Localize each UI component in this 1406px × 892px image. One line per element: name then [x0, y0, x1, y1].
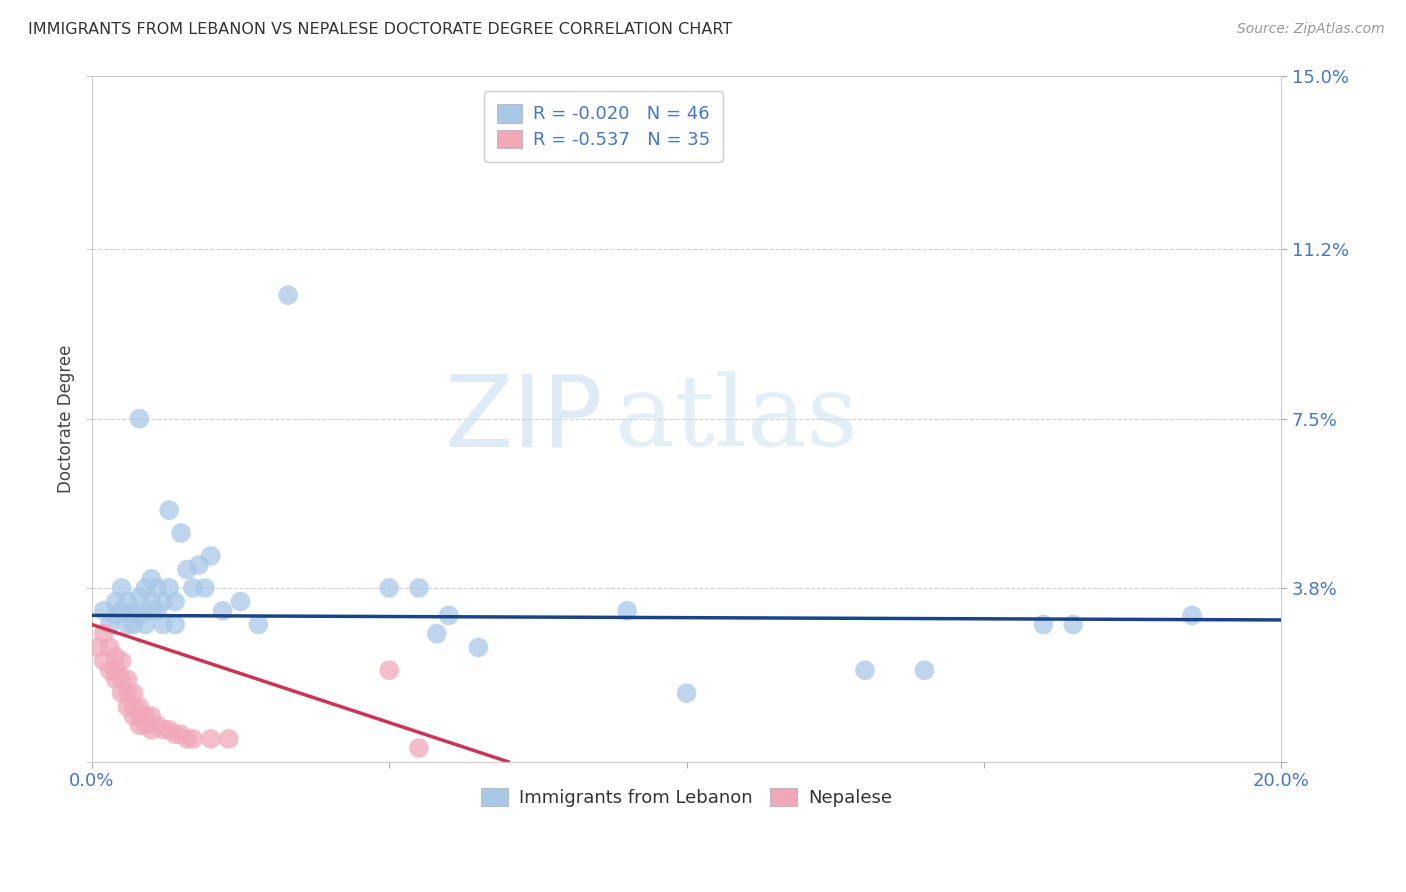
Point: [98, 617, 121, 632]
Point: [110, 686, 132, 700]
Point: [200, 731, 222, 746]
Point: [152, 594, 174, 608]
Point: [146, 604, 169, 618]
Point: [134, 617, 156, 632]
Point: [122, 604, 145, 618]
Point: [104, 663, 127, 677]
Point: [93, 654, 115, 668]
Point: [176, 731, 198, 746]
Point: [152, 723, 174, 737]
Point: [157, 723, 180, 737]
Text: IMMIGRANTS FROM LEBANON VS NEPALESE DOCTORATE DEGREE CORRELATION CHART: IMMIGRANTS FROM LEBANON VS NEPALESE DOCT…: [28, 22, 733, 37]
Point: [122, 686, 145, 700]
Point: [128, 709, 150, 723]
Point: [134, 581, 156, 595]
Point: [117, 699, 139, 714]
Point: [426, 626, 449, 640]
Point: [110, 581, 132, 595]
Point: [104, 594, 127, 608]
Point: [146, 581, 169, 595]
Point: [104, 649, 127, 664]
Point: [128, 590, 150, 604]
Point: [157, 503, 180, 517]
Point: [437, 608, 460, 623]
Point: [152, 617, 174, 632]
Point: [128, 699, 150, 714]
Point: [134, 709, 156, 723]
Point: [98, 640, 121, 655]
Point: [170, 727, 193, 741]
Point: [110, 673, 132, 687]
Point: [176, 563, 198, 577]
Point: [141, 604, 163, 618]
Point: [378, 581, 401, 595]
Point: [134, 718, 156, 732]
Point: [200, 549, 222, 563]
Point: [194, 581, 217, 595]
Point: [93, 604, 115, 618]
Point: [165, 594, 187, 608]
Point: [1181, 608, 1204, 623]
Y-axis label: Doctorate Degree: Doctorate Degree: [58, 344, 75, 493]
Point: [87, 640, 110, 655]
Point: [467, 640, 489, 655]
Point: [247, 617, 270, 632]
Legend: Immigrants from Lebanon, Nepalese: Immigrants from Lebanon, Nepalese: [474, 780, 900, 814]
Point: [128, 411, 150, 425]
Point: [187, 558, 209, 572]
Point: [122, 709, 145, 723]
Point: [93, 626, 115, 640]
Point: [1032, 617, 1054, 632]
Point: [128, 718, 150, 732]
Point: [141, 594, 163, 608]
Point: [141, 572, 163, 586]
Point: [117, 617, 139, 632]
Point: [675, 686, 697, 700]
Point: [616, 604, 638, 618]
Point: [141, 723, 163, 737]
Point: [229, 594, 252, 608]
Point: [181, 731, 204, 746]
Point: [1062, 617, 1084, 632]
Point: [122, 617, 145, 632]
Point: [277, 288, 299, 302]
Point: [98, 663, 121, 677]
Point: [211, 604, 233, 618]
Point: [157, 581, 180, 595]
Point: [141, 709, 163, 723]
Point: [146, 718, 169, 732]
Point: [117, 686, 139, 700]
Point: [117, 673, 139, 687]
Point: [110, 654, 132, 668]
Point: [122, 699, 145, 714]
Point: [170, 526, 193, 541]
Point: [104, 673, 127, 687]
Point: [104, 608, 127, 623]
Point: [128, 608, 150, 623]
Point: [181, 581, 204, 595]
Text: Source: ZipAtlas.com: Source: ZipAtlas.com: [1237, 22, 1385, 37]
Point: [408, 581, 430, 595]
Text: ZIP: ZIP: [444, 370, 603, 467]
Point: [408, 741, 430, 756]
Point: [117, 594, 139, 608]
Point: [378, 663, 401, 677]
Text: atlas: atlas: [616, 371, 858, 467]
Point: [218, 731, 240, 746]
Point: [165, 727, 187, 741]
Point: [165, 617, 187, 632]
Point: [914, 663, 936, 677]
Point: [853, 663, 876, 677]
Point: [110, 604, 132, 618]
